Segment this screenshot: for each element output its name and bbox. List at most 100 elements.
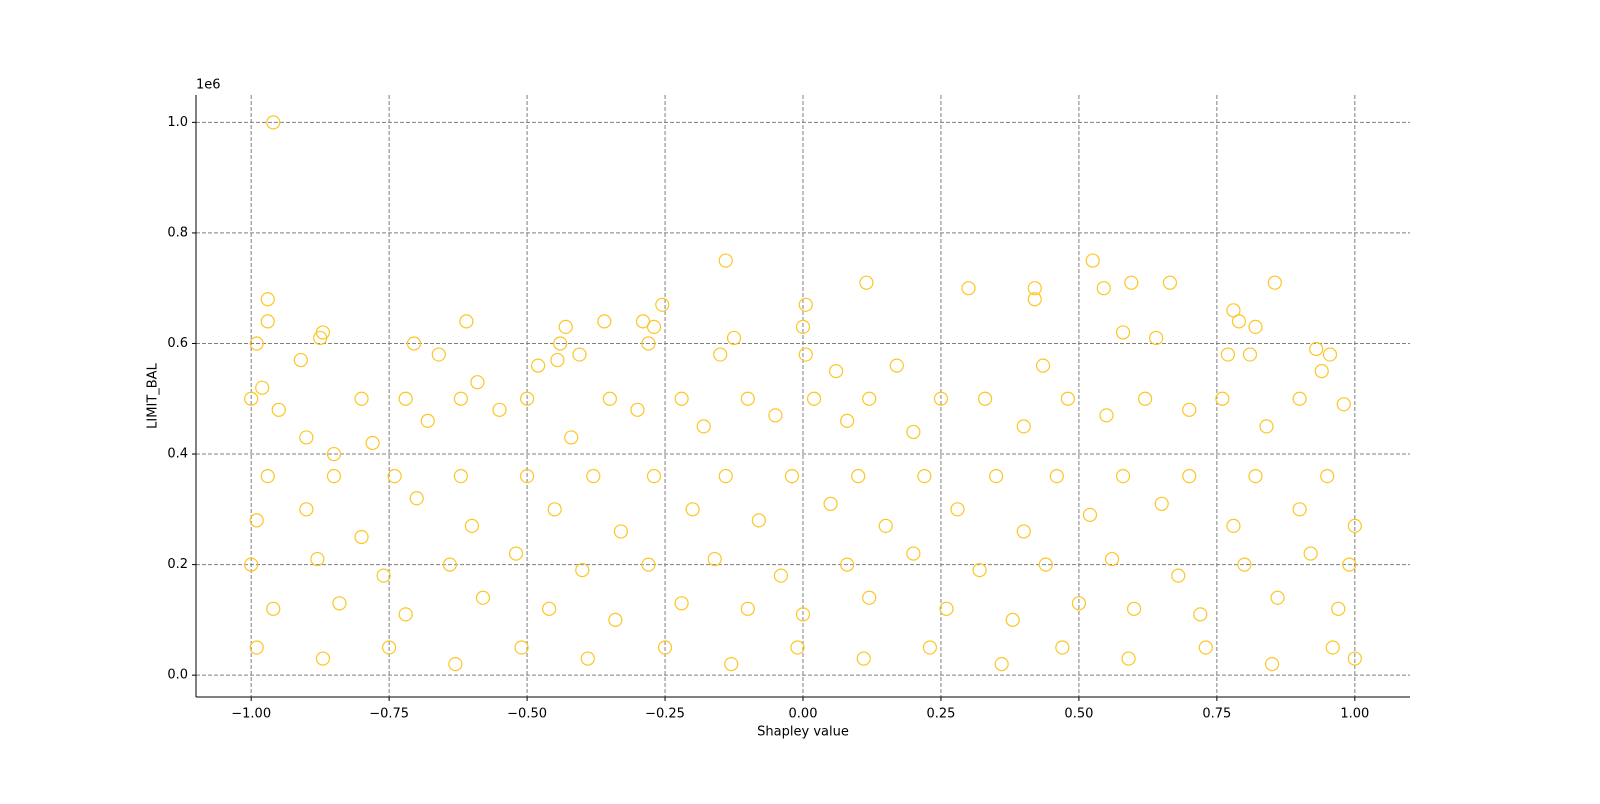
point	[655, 297, 670, 312]
point	[354, 391, 369, 406]
point	[492, 402, 507, 417]
point	[1124, 275, 1139, 290]
point	[1347, 651, 1362, 666]
point	[406, 336, 422, 351]
point	[1322, 347, 1338, 362]
point	[1138, 391, 1153, 406]
point	[707, 551, 722, 567]
point	[387, 469, 402, 484]
point	[862, 590, 877, 605]
y-tick-label: 0.0	[167, 668, 188, 683]
point	[442, 557, 457, 572]
point	[851, 469, 866, 484]
point	[271, 402, 286, 417]
point	[740, 601, 755, 616]
point	[249, 640, 264, 655]
point	[1309, 341, 1324, 357]
point	[315, 651, 331, 666]
point	[1082, 507, 1098, 522]
point	[1096, 281, 1111, 296]
point	[1005, 612, 1020, 627]
point	[646, 469, 662, 484]
point	[586, 469, 601, 484]
point	[635, 314, 651, 329]
point	[564, 430, 579, 445]
point	[939, 601, 954, 616]
point	[453, 391, 468, 406]
y-offset-label: 1e6	[196, 78, 221, 93]
point	[550, 352, 565, 368]
point	[266, 115, 281, 130]
point	[249, 513, 264, 528]
point	[751, 513, 766, 528]
point	[1198, 640, 1213, 655]
point	[1085, 253, 1100, 268]
point	[1171, 568, 1186, 583]
point	[784, 469, 800, 484]
point	[798, 297, 813, 312]
point	[657, 640, 673, 655]
point	[293, 352, 308, 368]
point	[1099, 408, 1114, 423]
point	[685, 502, 700, 517]
x-tick-label: −0.50	[507, 707, 547, 722]
point	[1320, 469, 1335, 484]
point	[558, 319, 573, 334]
point	[409, 491, 424, 506]
point	[646, 319, 662, 334]
point	[713, 347, 728, 362]
point	[641, 557, 656, 572]
point	[798, 347, 813, 362]
point	[453, 469, 468, 484]
point	[1154, 496, 1169, 511]
point	[1331, 601, 1346, 616]
point	[889, 358, 904, 373]
point	[1027, 281, 1042, 296]
point	[1270, 590, 1285, 605]
point	[641, 336, 656, 351]
y-tick-label: 0.4	[167, 447, 188, 462]
point	[1121, 651, 1136, 666]
point	[630, 402, 645, 417]
point	[1182, 402, 1197, 417]
x-tick-label: 0.25	[926, 707, 955, 722]
point	[398, 607, 413, 622]
point	[382, 640, 397, 655]
point	[1162, 275, 1178, 290]
point	[906, 424, 921, 440]
point	[459, 314, 474, 329]
point	[519, 469, 535, 484]
point	[1193, 607, 1208, 622]
point	[602, 391, 617, 406]
point	[547, 502, 562, 517]
point	[972, 563, 987, 578]
point	[1115, 469, 1131, 484]
point	[299, 502, 314, 517]
point	[961, 281, 976, 296]
point	[365, 435, 380, 451]
point	[1303, 546, 1318, 561]
point	[326, 446, 342, 462]
point	[420, 413, 435, 428]
point	[1242, 347, 1258, 362]
point	[829, 364, 844, 379]
point	[398, 391, 413, 406]
point	[795, 319, 811, 334]
point	[519, 391, 535, 406]
y-axis-label: LIMIT_BAL	[146, 362, 161, 428]
point	[1237, 557, 1252, 572]
point	[608, 612, 623, 627]
point	[572, 347, 587, 362]
point	[768, 408, 783, 423]
point	[718, 469, 733, 484]
point	[313, 330, 328, 346]
point	[249, 336, 264, 351]
point	[994, 657, 1009, 672]
point	[773, 568, 789, 583]
point	[1231, 314, 1247, 329]
point	[1325, 640, 1340, 655]
point	[840, 413, 855, 428]
point	[1016, 524, 1031, 539]
